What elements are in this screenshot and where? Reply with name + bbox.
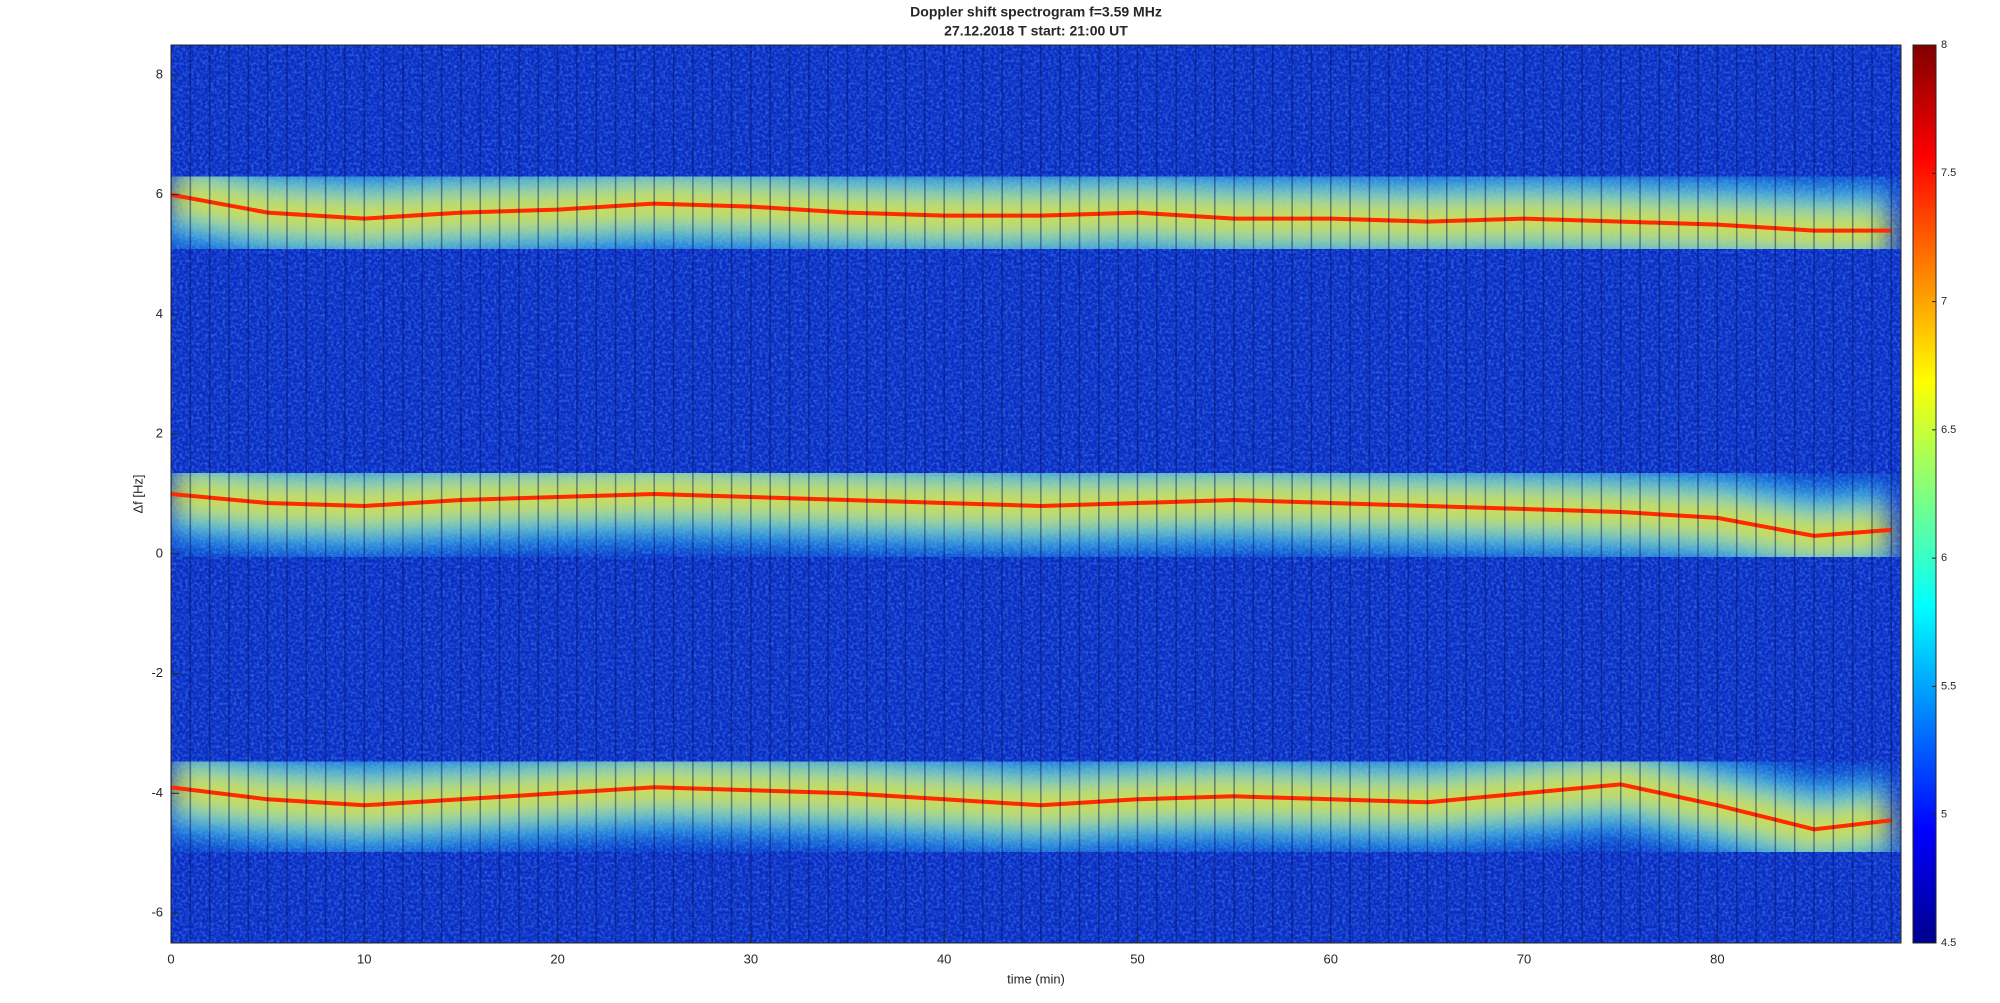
- y-tick-label: -6: [151, 905, 163, 920]
- colorbar-tick-label: 6.5: [1941, 424, 1956, 436]
- y-tick-label: 2: [156, 426, 163, 441]
- chart-subtitle: 27.12.2018 T start: 21:00 UT: [944, 23, 1128, 39]
- x-axis-label: time (min): [1007, 971, 1065, 986]
- x-tick-label: 40: [937, 951, 951, 966]
- ridge-line: [171, 491, 1892, 538]
- ridge-line: [171, 192, 1892, 233]
- axes-frame: [170, 44, 1902, 944]
- colorbar-tick-label: 7.5: [1941, 167, 1956, 179]
- colorbar-tick-label: 5.5: [1941, 680, 1956, 692]
- y-tick-label: 8: [156, 66, 163, 81]
- x-tick-label: 10: [357, 951, 371, 966]
- x-tick-label: 20: [550, 951, 564, 966]
- colorbar-tick-label: 8: [1941, 39, 1947, 51]
- x-tick-label: 80: [1710, 951, 1724, 966]
- chart-title: Doppler shift spectrogram f=3.59 MHz: [910, 4, 1162, 20]
- x-tick-label: 50: [1130, 951, 1144, 966]
- colorbar-tick-label: 4.5: [1941, 937, 1956, 949]
- band-glow: [171, 736, 1897, 878]
- colorbar-tick-label: 6: [1941, 552, 1947, 564]
- y-tick-label: -4: [151, 785, 163, 800]
- x-tick-label: 0: [167, 951, 174, 966]
- y-tick-label: 6: [156, 186, 163, 201]
- plot-area: [171, 45, 1901, 943]
- colorbar-tick-label: 7: [1941, 295, 1947, 307]
- y-tick-label: -2: [151, 665, 163, 680]
- colorbar: [1912, 44, 1937, 944]
- y-tick-label: 0: [156, 545, 163, 560]
- x-tick-label: 60: [1324, 951, 1338, 966]
- x-tick-label: 70: [1517, 951, 1531, 966]
- y-axis-label: Δf [Hz]: [130, 474, 145, 513]
- colorbar-tick-label: 5: [1941, 809, 1947, 821]
- x-tick-label: 30: [744, 951, 758, 966]
- y-tick-label: 4: [156, 306, 163, 321]
- ridge-line: [171, 782, 1892, 832]
